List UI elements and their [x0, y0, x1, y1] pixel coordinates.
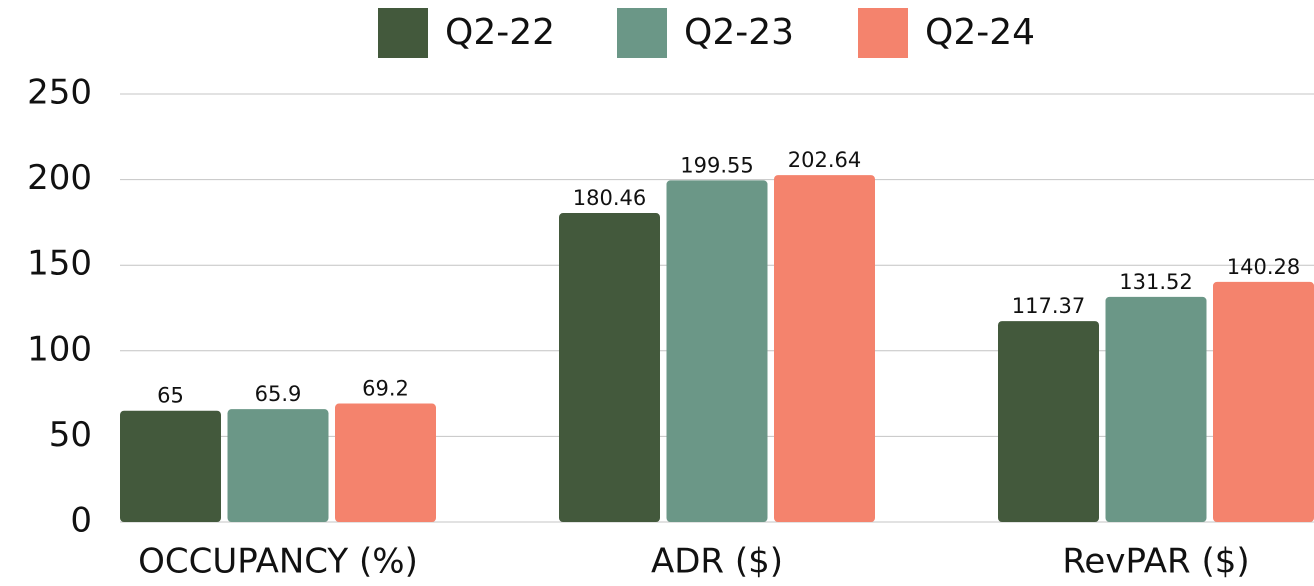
value-label: 199.55 — [680, 153, 753, 177]
y-tick-label: 50 — [49, 415, 92, 455]
value-label: 65.9 — [255, 382, 302, 406]
y-tick-label: 150 — [27, 244, 92, 284]
y-tick-label: 100 — [27, 329, 92, 369]
bar — [774, 175, 875, 522]
bar — [335, 403, 436, 522]
legend-label: Q2-22 — [445, 12, 555, 53]
bar — [559, 213, 660, 522]
legend-swatch — [378, 8, 428, 58]
value-label: 140.28 — [1227, 255, 1300, 279]
x-tick-label: RevPAR ($) — [1062, 542, 1249, 582]
value-label: 69.2 — [362, 377, 409, 401]
y-tick-label: 0 — [70, 501, 92, 541]
y-tick-label: 200 — [27, 158, 92, 198]
bar — [227, 409, 329, 522]
value-label: 180.46 — [573, 186, 646, 210]
value-label: 117.37 — [1012, 294, 1085, 318]
legend-swatch — [858, 8, 908, 58]
bar — [1213, 281, 1314, 522]
bar — [1105, 296, 1207, 522]
legend-label: Q2-23 — [684, 12, 794, 53]
y-tick-label: 250 — [27, 73, 92, 113]
value-label: 65 — [157, 384, 184, 408]
x-tick-label: OCCUPANCY (%) — [138, 542, 418, 582]
x-tick-label: ADR ($) — [651, 542, 783, 582]
bar — [998, 321, 1099, 522]
bar — [666, 180, 768, 522]
bar — [120, 410, 221, 522]
value-label: 202.64 — [788, 148, 861, 172]
value-label: 131.52 — [1119, 270, 1192, 294]
legend-swatch — [617, 8, 667, 58]
legend-label: Q2-24 — [925, 12, 1035, 53]
